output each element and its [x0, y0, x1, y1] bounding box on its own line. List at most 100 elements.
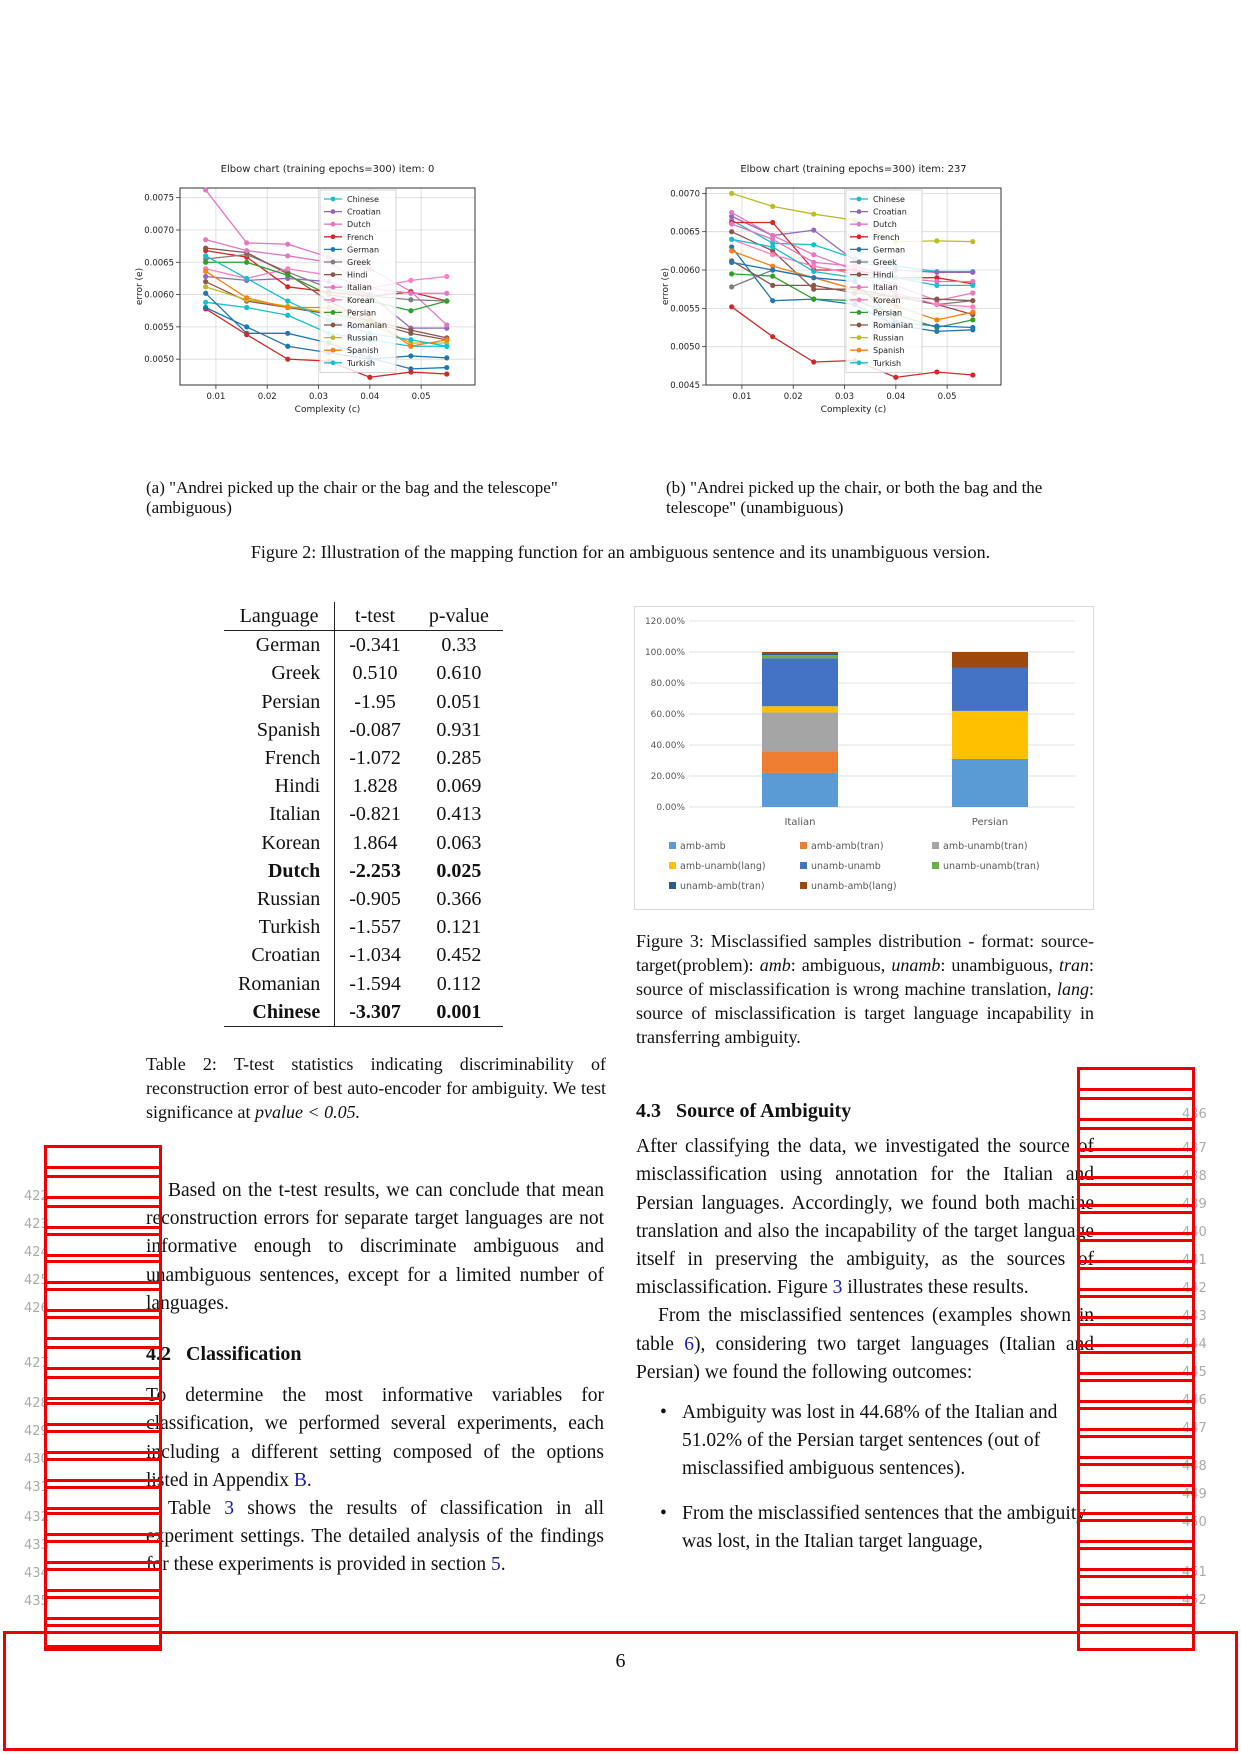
outcomes-list: Ambiguity was lost in 44.68% of the Ital…: [636, 1399, 1094, 1556]
overlay-box: [44, 1512, 162, 1536]
cell-pvalue: 0.063: [436, 831, 482, 854]
bar-segment: [762, 653, 838, 656]
cell-language: German: [255, 634, 321, 657]
legend-marker: [330, 247, 336, 252]
legend-label: Croatian: [873, 208, 907, 217]
cell-language: Spanish: [256, 718, 321, 741]
plot-frame: [705, 187, 1002, 386]
data-point: [970, 309, 976, 315]
overlay-box: [1077, 1351, 1195, 1375]
table-row: Hindi 1.828 0.069: [224, 772, 503, 801]
table-link[interactable]: 3: [224, 1498, 235, 1520]
legend-label: amb-unamb(tran): [943, 841, 1028, 852]
y-axis-label: error (e): [135, 268, 145, 305]
line-number: 429: [24, 1424, 49, 1439]
cell-language: Romanian: [238, 972, 321, 995]
y-tick-label: 40.00%: [651, 741, 686, 751]
x-tick-label: Persian: [972, 817, 1008, 828]
legend-marker: [330, 234, 336, 240]
data-point: [203, 299, 209, 305]
table-row: Turkish -1.557 0.121: [224, 913, 503, 942]
cell-language: Italian: [269, 803, 321, 826]
legend-label: Greek: [873, 258, 897, 267]
cell-language: Turkish: [258, 916, 321, 939]
cell-pvalue: 0.121: [436, 916, 482, 939]
table-row: Romanian -1.594 0.112: [224, 969, 503, 998]
cell-language: Persian: [261, 690, 321, 713]
data-point: [729, 244, 735, 250]
data-point: [970, 290, 976, 296]
data-point: [244, 259, 250, 265]
legend-marker: [330, 272, 336, 277]
data-point: [285, 298, 291, 304]
legend-label: Romanian: [347, 321, 387, 330]
legend-box: [845, 189, 923, 373]
legend-label: Romanian: [873, 321, 913, 330]
stacked-bar-chart: 0.00% 20.00% 40.00% 60.00% 80.00% 100.00% 120.…: [645, 617, 1075, 892]
overlay-box: [1077, 1547, 1195, 1571]
legend-marker: [856, 221, 862, 227]
data-point: [244, 295, 250, 301]
data-point: [770, 298, 776, 304]
line-number: 423: [24, 1217, 49, 1232]
legend-label: unamb-unamb: [811, 861, 881, 872]
legend-label: Chinese: [873, 195, 905, 204]
data-point: [811, 227, 817, 233]
data-point: [970, 278, 976, 285]
y-tick-label: 0.0045: [670, 381, 700, 391]
table2-caption-math: pvalue < 0.05.: [254, 1102, 361, 1122]
legend-label: Croatian: [347, 208, 381, 217]
figure-link[interactable]: 3: [832, 1277, 843, 1299]
cell-ttest: 1.864: [334, 828, 415, 857]
y-tick-label: 0.0055: [670, 304, 700, 314]
data-point: [934, 369, 940, 375]
data-point: [934, 328, 940, 334]
appendix-link[interactable]: B: [293, 1469, 307, 1491]
legend-swatch: [669, 882, 676, 889]
legend-label: German: [873, 245, 905, 254]
overlay-box: [1077, 1491, 1195, 1515]
subcaption-b: (b) "Andrei picked up the chair, or both…: [666, 478, 1043, 517]
data-point: [970, 282, 976, 288]
bar-segment: [762, 712, 838, 752]
table-row: Italian -0.821 0.413: [224, 800, 503, 829]
data-point: [444, 343, 450, 349]
overlay-box: [1077, 1267, 1195, 1291]
legend-label: amb-amb(tran): [811, 841, 884, 852]
line-number: 434: [24, 1566, 49, 1581]
data-point: [729, 221, 735, 227]
x-tick-label: 0.03: [309, 392, 328, 402]
data-point: [367, 374, 373, 380]
data-point: [203, 304, 209, 311]
data-point: [729, 229, 735, 235]
table-row: Russian -0.905 0.366: [224, 885, 503, 914]
plot-frame: [179, 187, 476, 386]
overlay-box: [44, 1145, 162, 1169]
overlay-box: [1077, 1519, 1195, 1543]
section-link[interactable]: 5: [490, 1554, 501, 1576]
data-point: [811, 275, 817, 281]
paragraph: Based on the t-test results, we can conc…: [146, 1180, 604, 1314]
data-point: [203, 259, 209, 265]
overlay-box: [1077, 1183, 1195, 1207]
data-point: [770, 236, 776, 242]
figure3-caption: Figure 3: Misclassified samples distribu…: [636, 931, 1095, 1047]
legend-marker: [330, 196, 336, 202]
overlay-box: [44, 1376, 162, 1400]
x-tick-label: 0.02: [784, 392, 803, 402]
line-number: 424: [24, 1245, 49, 1260]
legend-label: French: [873, 233, 900, 242]
data-point: [934, 269, 940, 275]
table-row: French -1.072 0.285: [224, 744, 503, 773]
data-point: [770, 273, 776, 279]
legend-marker: [330, 284, 336, 290]
cell-ttest: -0.821: [334, 800, 415, 829]
line-number: 422: [24, 1189, 49, 1204]
legend-swatch: [669, 862, 676, 869]
legend-marker: [856, 347, 862, 353]
data-point: [285, 253, 291, 259]
cell-ttest: -0.341: [334, 630, 415, 660]
y-tick-label: 0.0055: [144, 323, 174, 333]
legend-swatch: [800, 862, 807, 869]
table-link[interactable]: 6: [684, 1333, 694, 1355]
